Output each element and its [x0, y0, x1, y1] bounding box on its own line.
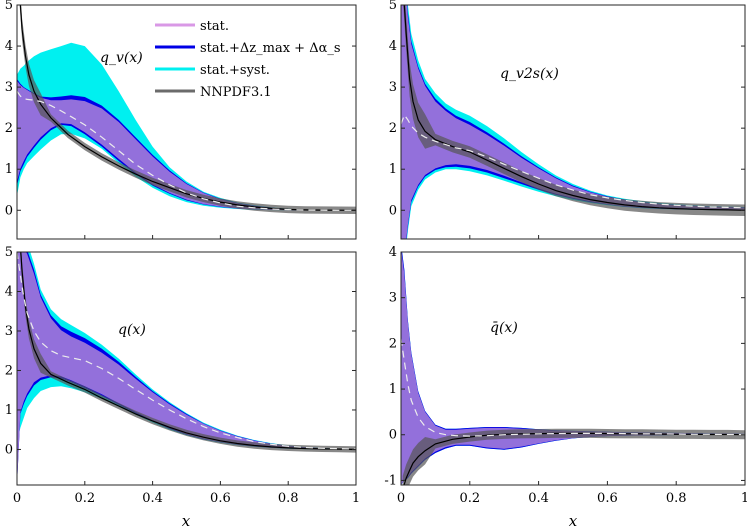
qbar-y-tick-label: 1 — [389, 382, 397, 397]
qbar-y-tick-label: 2 — [389, 336, 397, 351]
q-frame — [16, 251, 357, 486]
qv2s-title: q_v2s(x) — [500, 66, 559, 82]
qbar-y-tick-label: 0 — [389, 428, 397, 443]
qbar-title: q̄(x) — [490, 320, 518, 336]
qbar-x-tick-label: 0 — [397, 491, 405, 506]
legend-label-stat-dz-das-text: stat.+Δz_max + Δα_s — [200, 41, 341, 56]
qbar-x-tick-label: 0.2 — [459, 491, 480, 506]
qv-y-tick-label: 4 — [5, 39, 13, 54]
panel-qv: 0 1 2 3 4 5 q_v(x) — [5, 0, 357, 240]
q-central-line — [17, 252, 356, 450]
qv-y-tick-label: 1 — [5, 162, 13, 177]
qv2s-nnpdf-band — [403, 5, 745, 216]
qv2s-nnpdf-line — [403, 5, 745, 211]
qv2s-y-tick-label: 0 — [389, 203, 397, 218]
qv2s-frame — [400, 4, 746, 240]
qv2s-y-tick-label: 2 — [389, 121, 397, 136]
panel-q: 0 1 2 3 4 5 0 0.2 0.4 0.6 0.8 1 q(x) — [5, 245, 360, 506]
q-y-tick-label: 2 — [5, 363, 13, 378]
qv2s-y-tick-label: 1 — [389, 162, 397, 177]
qv-y-tick-label: 3 — [5, 80, 13, 95]
qbar-x-tick-label: 0.8 — [666, 491, 687, 506]
qbar-frame — [400, 251, 746, 486]
qbar-y-tick-label: -1 — [384, 473, 397, 488]
qv-y-tick-label: 2 — [5, 121, 13, 136]
q-x-tick-label: 1 — [352, 491, 360, 506]
legend: stat. stat.+Δz_max + Δα_s stat.+syst. NN… — [155, 19, 341, 100]
legend-label-stat: stat. — [200, 19, 229, 34]
q-y-tick-label: 5 — [5, 245, 13, 260]
qbar-y-tick-label: 3 — [389, 291, 397, 306]
q-title: q(x) — [118, 322, 146, 338]
x-axis-label-right: x — [569, 512, 578, 529]
q-y-tick-label: 1 — [5, 403, 13, 418]
q-x-tick-label: 0.8 — [278, 491, 299, 506]
q-x-tick-label: 0.6 — [210, 491, 231, 506]
q-y-tick-label: 4 — [5, 284, 13, 299]
panel-qv2s: 0 1 2 3 4 5 q_v2s(x) — [389, 0, 746, 240]
legend-label-stat-dz-das: stat.+Δz_max + Δα_s — [200, 41, 341, 56]
q-x-tick-label: 0 — [13, 491, 21, 506]
qv-frame — [16, 4, 357, 240]
qbar-x-tick-label: 0.6 — [597, 491, 618, 506]
q-y-tick-label: 0 — [5, 442, 13, 457]
qv-syst-band — [17, 42, 356, 211]
qbar-y-tick-label: 4 — [389, 245, 397, 260]
x-axis-label-left: x — [182, 512, 191, 529]
qbar-central-line — [401, 338, 745, 437]
qv2s-y-tick-label: 3 — [389, 80, 397, 95]
qv2s-y-tick-label: 5 — [389, 0, 397, 13]
qv-y-tick-label: 5 — [5, 0, 13, 13]
qv-stat-band — [17, 80, 356, 211]
qv-central-line — [17, 90, 356, 211]
q-stat-band — [17, 252, 356, 485]
q-y-tick-label: 3 — [5, 324, 13, 339]
q-x-tick-label: 0.4 — [142, 491, 163, 506]
legend-label-nnpdf: NNPDF3.1 — [200, 85, 272, 100]
q-nnpdf-line — [20, 252, 356, 451]
legend-label-stat-syst: stat.+syst. — [200, 63, 270, 78]
qbar-x-tick-label: 0.4 — [528, 491, 549, 506]
qbar-stat-dz-das-band — [401, 252, 745, 485]
qv-y-tick-label: 0 — [5, 203, 13, 218]
q-x-tick-label: 0.2 — [74, 491, 95, 506]
qbar-x-tick-label: 1 — [741, 491, 747, 506]
qv-title: q_v(x) — [100, 50, 143, 66]
qv2s-y-tick-label: 4 — [389, 39, 397, 54]
